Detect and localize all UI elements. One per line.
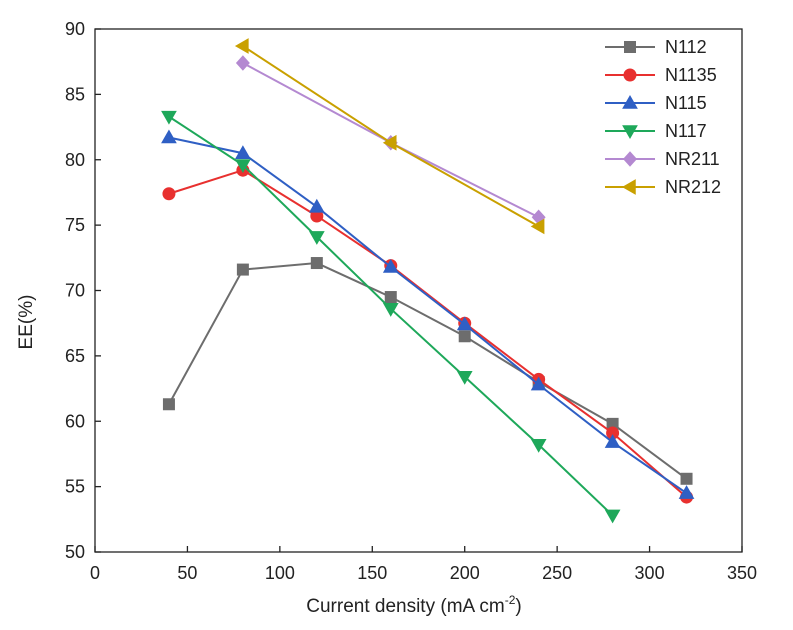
data-point bbox=[604, 434, 621, 448]
y-tick-label: 90 bbox=[65, 19, 85, 39]
y-tick-label: 80 bbox=[65, 150, 85, 170]
legend: N112 N1135 N115 N117 NR211 NR212 bbox=[605, 37, 721, 197]
legend-item: N112 bbox=[605, 37, 707, 57]
data-point bbox=[456, 371, 473, 385]
legend-marker bbox=[624, 41, 636, 53]
x-tick-label: 250 bbox=[542, 563, 572, 583]
data-point bbox=[382, 258, 399, 273]
x-axis-title-superscript: -2 bbox=[505, 593, 516, 607]
data-point bbox=[382, 303, 399, 317]
legend-item: N115 bbox=[605, 93, 707, 113]
y-axis-title: EE(%) bbox=[16, 295, 37, 350]
data-point bbox=[308, 231, 325, 245]
data-point bbox=[310, 257, 323, 270]
legend-label: N115 bbox=[665, 93, 707, 113]
y-tick-label: 65 bbox=[65, 346, 85, 366]
data-point bbox=[382, 134, 397, 151]
legend-marker bbox=[621, 179, 636, 195]
data-point bbox=[456, 316, 473, 331]
data-point bbox=[235, 55, 250, 71]
legend-marker bbox=[623, 68, 637, 82]
x-tick-label: 100 bbox=[265, 563, 295, 583]
legend-item: NR211 bbox=[605, 149, 720, 169]
series-n1135 bbox=[162, 163, 694, 504]
x-axis-title: Current density (mA cm-2) bbox=[306, 593, 522, 617]
data-point bbox=[161, 129, 177, 144]
x-tick-label: 300 bbox=[635, 563, 665, 583]
y-tick-label: 55 bbox=[65, 477, 85, 497]
series-n112 bbox=[162, 257, 693, 485]
x-tick-label: 0 bbox=[90, 563, 100, 583]
legend-item: NR212 bbox=[605, 177, 721, 197]
series-line bbox=[168, 136, 688, 494]
data-point bbox=[530, 218, 545, 235]
legend-item: N1135 bbox=[605, 65, 717, 85]
y-tick-label: 60 bbox=[65, 411, 85, 431]
series-n117 bbox=[161, 110, 621, 524]
series-layer bbox=[161, 38, 695, 524]
legend-label: N1135 bbox=[665, 65, 717, 85]
data-point bbox=[162, 187, 176, 201]
data-point bbox=[308, 198, 325, 213]
data-point bbox=[458, 330, 471, 343]
data-point bbox=[162, 398, 175, 411]
data-point bbox=[530, 376, 547, 391]
plot-border bbox=[94, 28, 743, 553]
data-point bbox=[530, 439, 547, 453]
series-line bbox=[168, 169, 688, 498]
y-tick-label: 85 bbox=[65, 84, 85, 104]
y-tick-label: 50 bbox=[65, 542, 85, 562]
series-n115 bbox=[161, 129, 695, 499]
data-point bbox=[236, 263, 249, 276]
x-tick-label: 50 bbox=[177, 563, 197, 583]
data-point bbox=[604, 509, 621, 524]
legend-label: N112 bbox=[665, 37, 707, 57]
legend-label: NR211 bbox=[665, 149, 720, 169]
legend-label: NR212 bbox=[665, 177, 721, 197]
y-tick-label: 70 bbox=[65, 281, 85, 301]
data-point bbox=[680, 472, 693, 485]
data-point bbox=[161, 110, 177, 125]
x-axis-title-text: Current density (mA cm bbox=[306, 596, 505, 617]
legend-label: N117 bbox=[665, 121, 707, 141]
x-axis-title-close: ) bbox=[515, 596, 521, 617]
x-tick-label: 350 bbox=[727, 563, 757, 583]
legend-marker bbox=[622, 94, 638, 109]
data-point bbox=[235, 145, 251, 159]
series-line bbox=[168, 262, 688, 480]
data-point bbox=[234, 38, 249, 54]
x-tick-label: 200 bbox=[450, 563, 480, 583]
legend-marker bbox=[623, 151, 637, 167]
plot-frame bbox=[94, 28, 743, 553]
data-point bbox=[384, 291, 397, 304]
y-tick-label: 75 bbox=[65, 215, 85, 235]
data-point bbox=[678, 485, 695, 499]
x-tick-label: 150 bbox=[357, 563, 387, 583]
series-nr212 bbox=[234, 38, 545, 235]
legend-item: N117 bbox=[605, 121, 707, 141]
legend-marker bbox=[622, 125, 638, 140]
data-point bbox=[235, 159, 251, 173]
